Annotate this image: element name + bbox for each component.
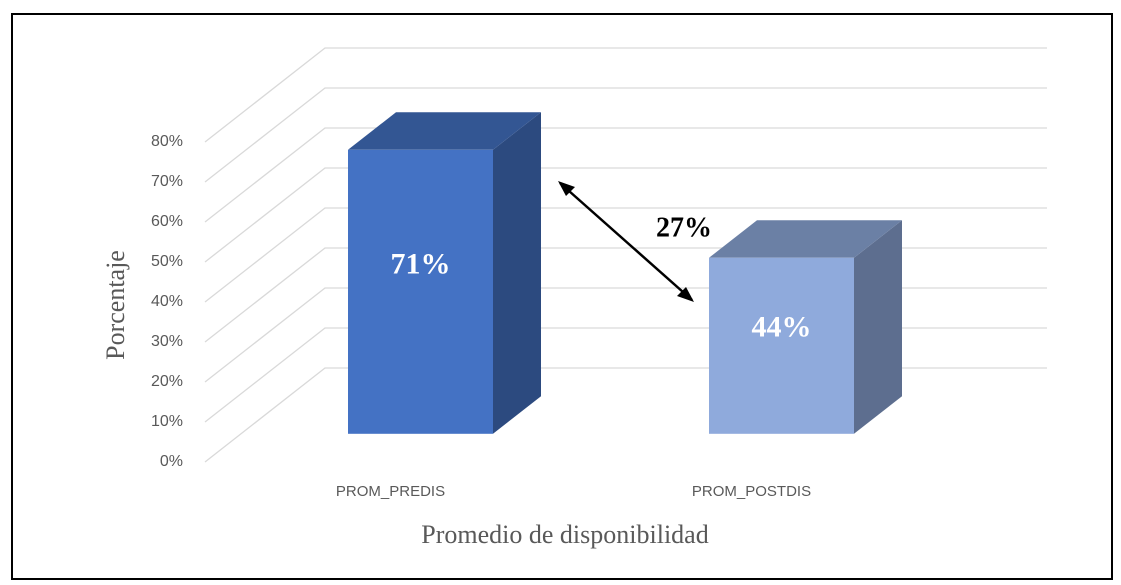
bar: [709, 257, 854, 434]
y-tick-label: 30%: [151, 333, 183, 350]
x-tick-label: PROM_POSTDIS: [692, 483, 811, 500]
annotation: 27%: [656, 212, 712, 243]
x-axis-label: Promedio de disponibilidad: [421, 520, 708, 549]
value-label: 71%: [391, 248, 451, 281]
arrow-head: [558, 181, 575, 196]
x-tick-label: PROM_PREDIS: [336, 483, 445, 500]
y-tick-label: 60%: [151, 213, 183, 230]
y-tick-label: 20%: [151, 373, 183, 390]
grid-line: [204, 127, 1047, 223]
y-tick-label: 70%: [151, 173, 183, 190]
y-axis-label: Porcentaje: [101, 250, 130, 360]
y-tick-label: 50%: [151, 253, 183, 270]
bar-top: [348, 112, 541, 150]
y-tick-label: 10%: [151, 413, 183, 430]
grid-line: [204, 167, 1047, 263]
arrow-head: [677, 287, 694, 302]
bar: [348, 149, 493, 434]
bar-side: [854, 220, 902, 434]
y-tick-label: 40%: [151, 293, 183, 310]
grid-line: [204, 207, 1047, 303]
bar-top: [709, 220, 902, 258]
grid-line: [204, 87, 1047, 183]
grid-line: [204, 47, 1047, 143]
arrow-line: [559, 182, 693, 301]
y-tick-label: 80%: [151, 133, 183, 150]
bars: 71% 44%: [348, 112, 902, 434]
value-label: 44%: [752, 311, 812, 344]
bar-side: [493, 112, 541, 434]
y-tick-label: 0%: [160, 453, 183, 470]
frame: [11, 13, 1113, 580]
